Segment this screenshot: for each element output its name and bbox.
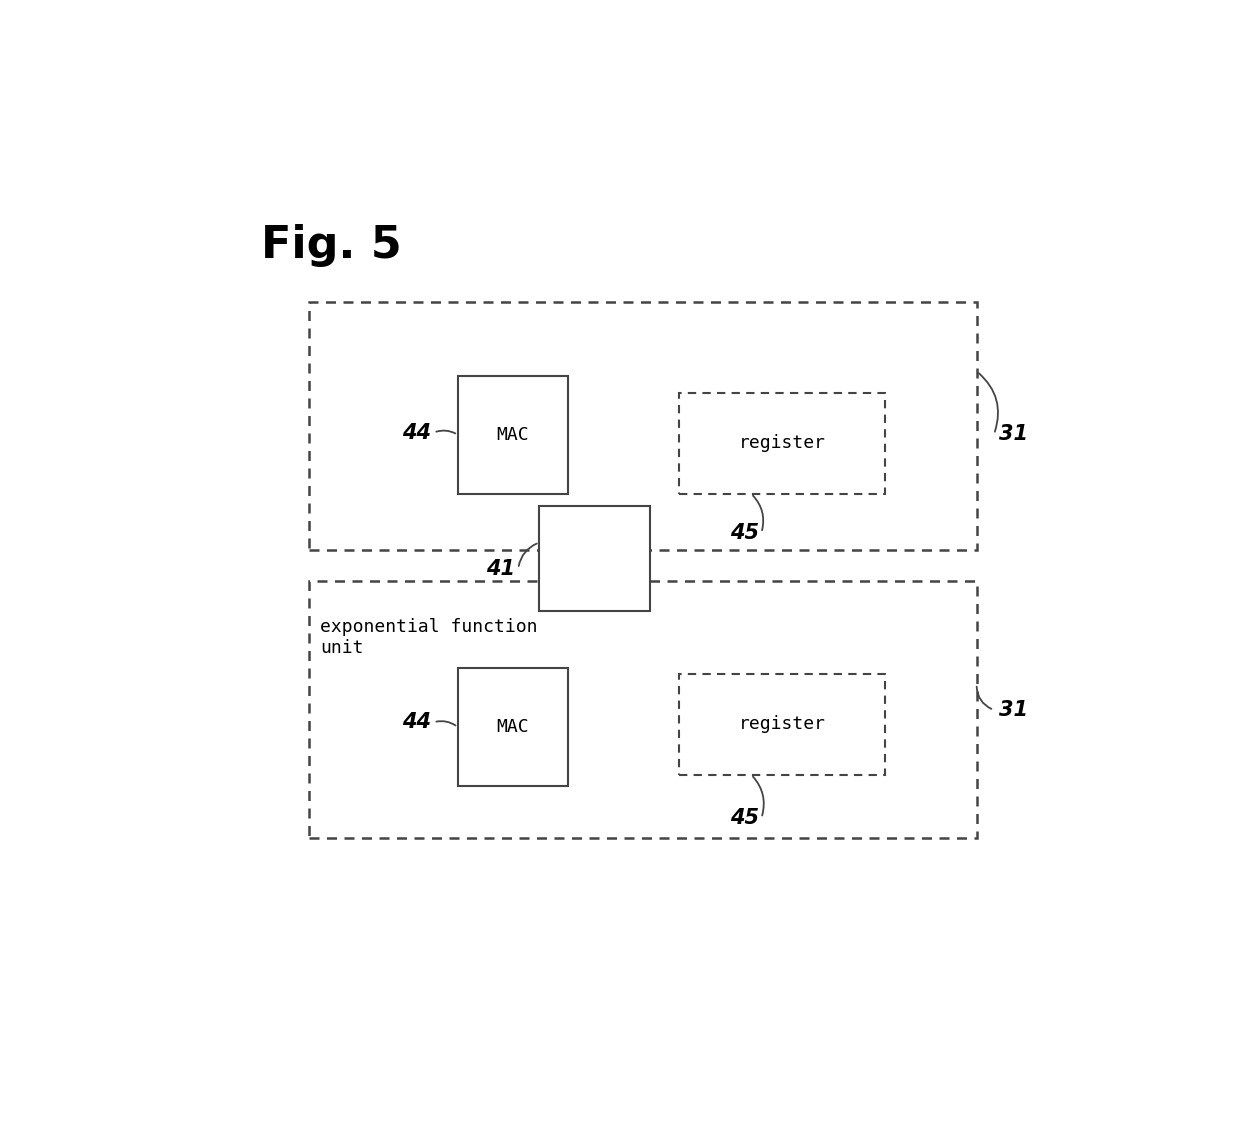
- Bar: [539, 505, 650, 611]
- Text: unit: unit: [320, 639, 363, 657]
- Bar: [458, 376, 568, 494]
- Text: MAC: MAC: [497, 426, 529, 444]
- Text: 31: 31: [998, 425, 1028, 444]
- Text: MAC: MAC: [497, 718, 529, 736]
- Text: 45: 45: [729, 808, 759, 828]
- Text: 41: 41: [486, 559, 516, 579]
- Text: 44: 44: [402, 423, 430, 443]
- Bar: [309, 301, 977, 551]
- Text: register: register: [739, 434, 826, 452]
- Bar: [458, 668, 568, 786]
- Text: 31: 31: [998, 700, 1028, 719]
- Text: 44: 44: [402, 713, 430, 732]
- Text: 45: 45: [729, 523, 759, 543]
- Text: register: register: [739, 715, 826, 733]
- Text: Fig. 5: Fig. 5: [260, 223, 402, 266]
- Bar: [678, 674, 885, 775]
- Text: exponential function: exponential function: [320, 619, 538, 636]
- Bar: [678, 393, 885, 494]
- Bar: [309, 581, 977, 838]
